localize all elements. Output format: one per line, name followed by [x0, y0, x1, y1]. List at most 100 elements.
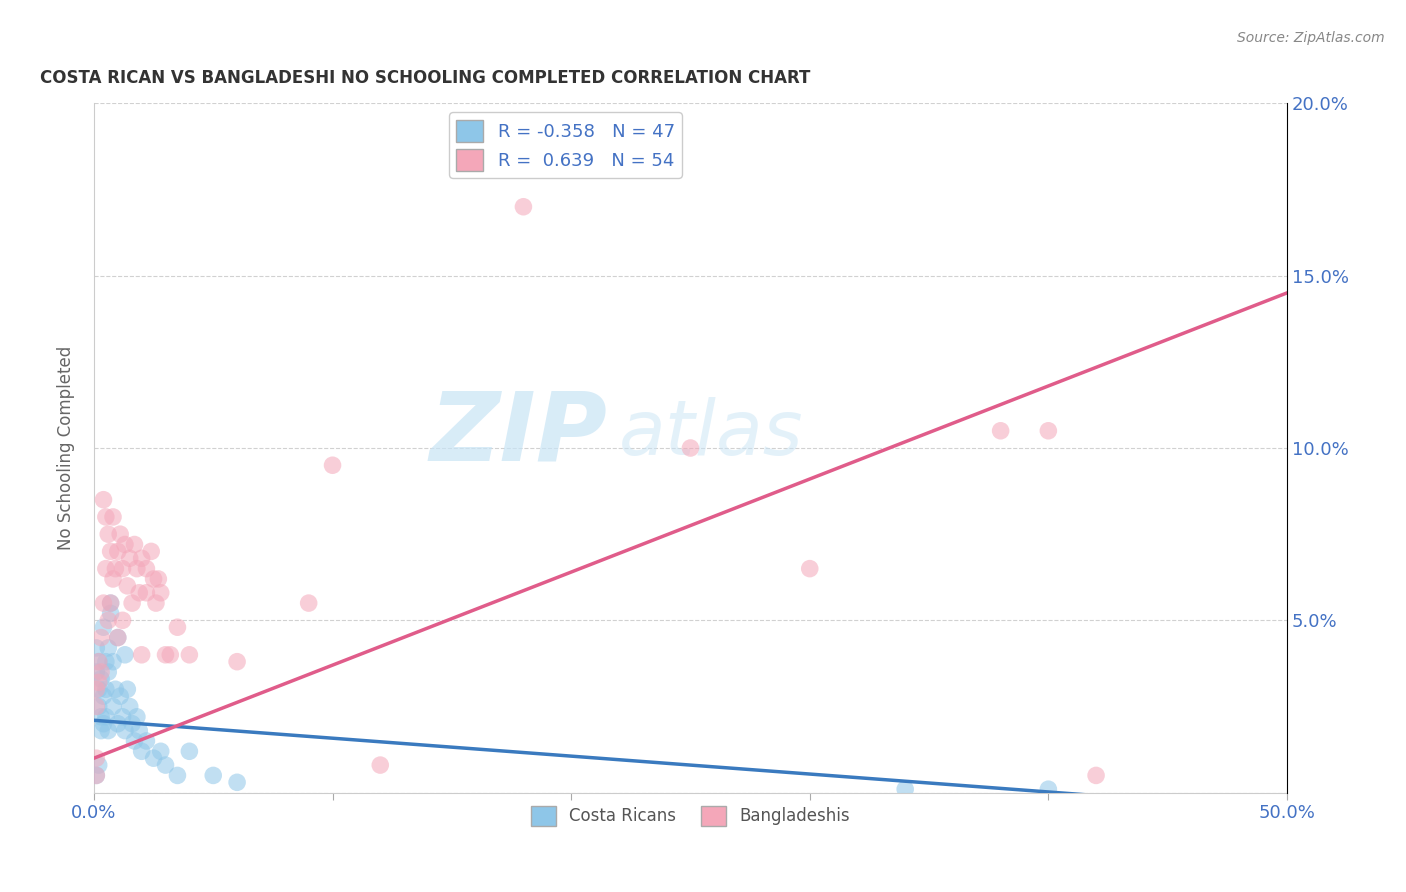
Point [93, 620, 115, 634]
Point [107, 544, 129, 558]
Point [166, 620, 188, 634]
Legend: Costa Ricans, Bangladeshis: Costa Ricans, Bangladeshis [524, 799, 856, 832]
Point [93, 596, 115, 610]
Point [894, 782, 917, 797]
Point [86, 640, 108, 655]
Point [155, 758, 177, 772]
Point [1038, 424, 1060, 438]
Text: ZIP: ZIP [429, 388, 607, 481]
Point [121, 596, 143, 610]
Point [155, 648, 177, 662]
Point [148, 572, 170, 586]
Point [93, 492, 115, 507]
Point [94, 510, 117, 524]
Point [149, 744, 172, 758]
Point [97, 527, 120, 541]
Point [94, 710, 117, 724]
Point [104, 682, 127, 697]
Point [135, 586, 157, 600]
Point [100, 596, 122, 610]
Point [108, 527, 131, 541]
Point [86, 751, 108, 765]
Point [202, 768, 225, 782]
Point [124, 537, 146, 551]
Point [86, 682, 108, 697]
Point [298, 596, 321, 610]
Point [166, 768, 188, 782]
Point [101, 572, 124, 586]
Point [90, 672, 112, 686]
Point [128, 723, 150, 738]
Point [107, 631, 129, 645]
Point [100, 607, 122, 621]
Point [322, 458, 344, 473]
Point [100, 544, 122, 558]
Point [101, 699, 124, 714]
Point [86, 768, 108, 782]
Point [114, 537, 136, 551]
Point [149, 586, 172, 600]
Point [131, 648, 153, 662]
Point [142, 751, 165, 765]
Point [87, 682, 110, 697]
Point [97, 723, 120, 738]
Point [117, 682, 139, 697]
Point [90, 665, 112, 679]
Point [368, 758, 391, 772]
Point [90, 631, 112, 645]
Point [990, 424, 1012, 438]
Point [131, 551, 153, 566]
Point [118, 551, 141, 566]
Point [799, 561, 821, 575]
Point [111, 710, 134, 724]
Point [87, 655, 110, 669]
Point [86, 665, 108, 679]
Point [142, 572, 165, 586]
Point [131, 744, 153, 758]
Point [111, 561, 134, 575]
Point [90, 710, 112, 724]
Point [135, 734, 157, 748]
Point [93, 716, 115, 731]
Point [94, 682, 117, 697]
Point [87, 655, 110, 669]
Point [117, 579, 139, 593]
Point [679, 441, 702, 455]
Point [97, 665, 120, 679]
Text: COSTA RICAN VS BANGLADESHI NO SCHOOLING COMPLETED CORRELATION CHART: COSTA RICAN VS BANGLADESHI NO SCHOOLING … [41, 69, 811, 87]
Point [135, 561, 157, 575]
Point [114, 723, 136, 738]
Point [87, 758, 110, 772]
Point [97, 613, 120, 627]
Point [94, 655, 117, 669]
Point [124, 734, 146, 748]
Y-axis label: No Schooling Completed: No Schooling Completed [58, 346, 75, 550]
Point [93, 689, 115, 703]
Text: atlas: atlas [619, 397, 803, 471]
Point [107, 716, 129, 731]
Point [159, 648, 181, 662]
Point [118, 699, 141, 714]
Point [226, 655, 249, 669]
Point [86, 699, 108, 714]
Point [87, 699, 110, 714]
Point [141, 544, 163, 558]
Point [97, 640, 120, 655]
Text: Source: ZipAtlas.com: Source: ZipAtlas.com [1237, 31, 1385, 45]
Point [145, 596, 167, 610]
Point [226, 775, 249, 789]
Point [101, 655, 124, 669]
Point [114, 648, 136, 662]
Point [512, 200, 534, 214]
Point [1038, 782, 1060, 797]
Point [179, 648, 201, 662]
Point [125, 561, 148, 575]
Point [111, 613, 134, 627]
Point [86, 768, 108, 782]
Point [125, 710, 148, 724]
Point [107, 631, 129, 645]
Point [87, 675, 110, 690]
Point [104, 561, 127, 575]
Point [101, 510, 124, 524]
Point [108, 689, 131, 703]
